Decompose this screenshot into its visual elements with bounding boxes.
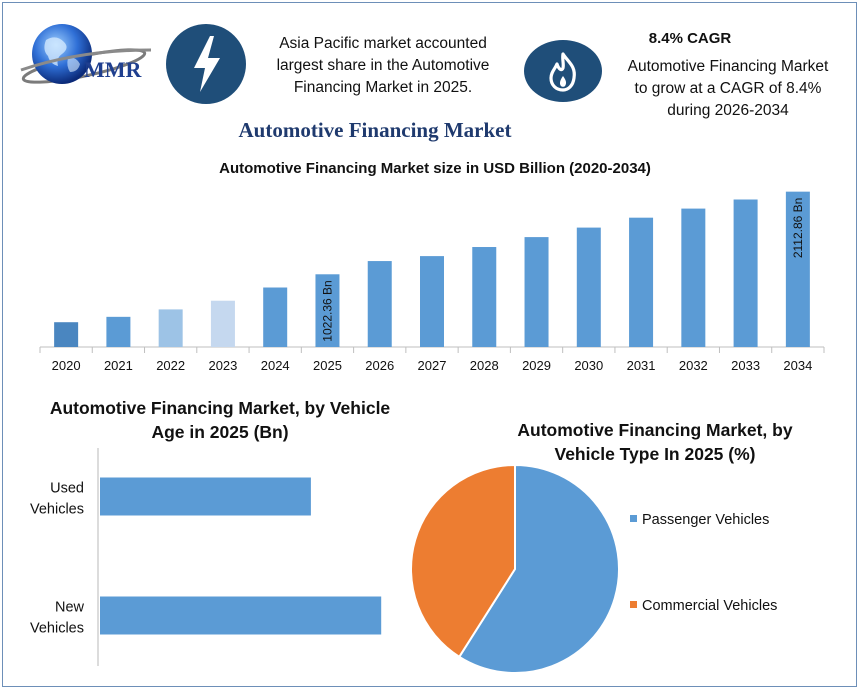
x-tick-label-2029: 2029 [522, 358, 551, 373]
lightning-icon [194, 36, 220, 92]
main-title: Automotive Financing Market [238, 118, 512, 142]
bar-2032 [681, 208, 706, 347]
bar-2027 [420, 256, 444, 347]
bar-2020 [54, 322, 79, 347]
legend-label-commercial-vehicles: Commercial Vehicles [642, 598, 777, 614]
cagr-title: 8.4% CAGR [648, 30, 732, 47]
globe-icon [20, 24, 152, 84]
x-tick-label-2021: 2021 [104, 358, 133, 373]
bar-2031 [629, 217, 654, 347]
bar-2024 [263, 287, 288, 347]
mmr-logo [16, 18, 164, 93]
bar-2033 [733, 199, 758, 347]
bar-2034 [785, 191, 810, 347]
hbar-label-new-vehicles-1: Vehicles [30, 621, 84, 637]
bar-2028 [472, 247, 497, 347]
hbar-label-used-vehicles-1: Vehicles [30, 502, 84, 518]
x-tick-label-2020: 2020 [52, 358, 81, 373]
data-label-2034: 2112.86 Bn [791, 198, 805, 259]
x-tick-label-2030: 2030 [574, 358, 603, 373]
info-right-line-1: Automotive Financing Market [627, 58, 829, 75]
pie-slice-passenger-vehicles [457, 463, 620, 674]
x-tick-label-2023: 2023 [208, 358, 237, 373]
asia-pacific-info: Asia Pacific market accounted largest sh… [258, 33, 508, 99]
bar-2022 [158, 309, 183, 347]
x-tick-label-2026: 2026 [365, 358, 394, 373]
x-tick-label-2028: 2028 [470, 358, 499, 373]
x-tick-label-2027: 2027 [418, 358, 447, 373]
info-left-line-2: largest share in the Automotive [276, 57, 490, 74]
hbar-used-vehicles [100, 477, 311, 516]
bar-chart-title: Automotive Financing Market size in USD … [219, 160, 651, 177]
vehicle-type-title-text: Automotive Financing Market, by Vehicle … [517, 420, 793, 464]
vehicle-type-title: Automotive Financing Market, by Vehicle … [500, 418, 810, 466]
x-tick-label-2031: 2031 [627, 358, 656, 373]
bar-2029 [524, 237, 549, 347]
cagr-info: Automotive Financing Market to grow at a… [606, 56, 850, 122]
data-label-2025: 1022.36 Bn [320, 280, 334, 341]
hbar-new-vehicles [100, 596, 382, 635]
hbar-label-used-vehicles-0: Used [50, 481, 84, 497]
info-right-line-2: to grow at a CAGR of 8.4% [634, 80, 822, 97]
legend-swatch-commercial-vehicles [630, 601, 637, 608]
x-tick-label-2022: 2022 [156, 358, 185, 373]
hbar-label-new-vehicles-0: New [55, 600, 85, 616]
legend-label-passenger-vehicles: Passenger Vehicles [642, 512, 769, 528]
pie-slice-commercial-vehicles [410, 463, 516, 659]
bar-2030 [576, 227, 601, 347]
bar-2026 [367, 261, 392, 347]
vehicle-age-title: Automotive Financing Market, by Vehicle … [40, 396, 400, 444]
x-tick-label-2024: 2024 [261, 358, 290, 373]
x-tick-label-2032: 2032 [679, 358, 708, 373]
flame-icon [549, 52, 576, 92]
legend-swatch-passenger-vehicles [630, 515, 637, 522]
x-tick-label-2034: 2034 [783, 358, 812, 373]
x-tick-label-2033: 2033 [731, 358, 760, 373]
info-left-line-3: Financing Market in 2025. [293, 79, 473, 96]
bar-2025 [315, 274, 340, 347]
vehicle-age-title-text: Automotive Financing Market, by Vehicle … [49, 398, 391, 442]
x-tick-label-2025: 2025 [313, 358, 342, 373]
lightning-icon-badge [166, 24, 246, 104]
flame-icon-badge [524, 40, 602, 102]
info-left-line-1: Asia Pacific market accounted [279, 35, 487, 52]
logo-text: MMR [84, 57, 142, 82]
bar-2023 [210, 300, 235, 347]
bar-2021 [106, 316, 131, 347]
info-right-line-3: during 2026-2034 [667, 102, 789, 119]
